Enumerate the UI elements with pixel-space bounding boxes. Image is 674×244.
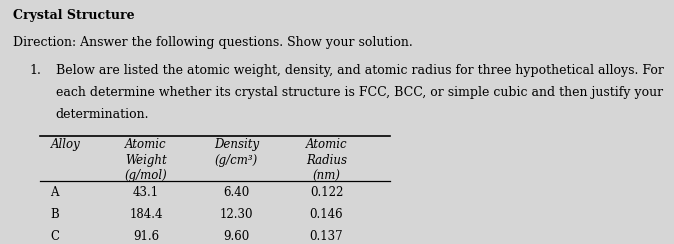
Text: A: A (51, 186, 59, 199)
Text: 43.1: 43.1 (133, 186, 159, 199)
Text: 6.40: 6.40 (223, 186, 249, 199)
Text: Crystal Structure: Crystal Structure (13, 9, 135, 22)
Text: 184.4: 184.4 (129, 208, 163, 221)
Text: 0.137: 0.137 (309, 230, 343, 243)
Text: Below are listed the atomic weight, density, and atomic radius for three hypothe: Below are listed the atomic weight, dens… (56, 64, 664, 77)
Text: 9.60: 9.60 (223, 230, 249, 243)
Text: Direction: Answer the following questions. Show your solution.: Direction: Answer the following question… (13, 36, 413, 50)
Text: Alloy: Alloy (51, 139, 80, 152)
Text: 0.146: 0.146 (309, 208, 343, 221)
Text: determination.: determination. (56, 108, 150, 121)
Text: each determine whether its crystal structure is FCC, BCC, or simple cubic and th: each determine whether its crystal struc… (56, 86, 663, 99)
Text: Atomic
Radius
(nm): Atomic Radius (nm) (306, 139, 347, 183)
Text: 12.30: 12.30 (220, 208, 253, 221)
Text: B: B (51, 208, 59, 221)
Text: Atomic
Weight
(g/mol): Atomic Weight (g/mol) (125, 139, 167, 183)
Text: 1.: 1. (29, 64, 41, 77)
Text: 91.6: 91.6 (133, 230, 159, 243)
Text: Density
(g/cm³): Density (g/cm³) (214, 139, 259, 167)
Text: 0.122: 0.122 (310, 186, 343, 199)
Text: C: C (51, 230, 59, 243)
